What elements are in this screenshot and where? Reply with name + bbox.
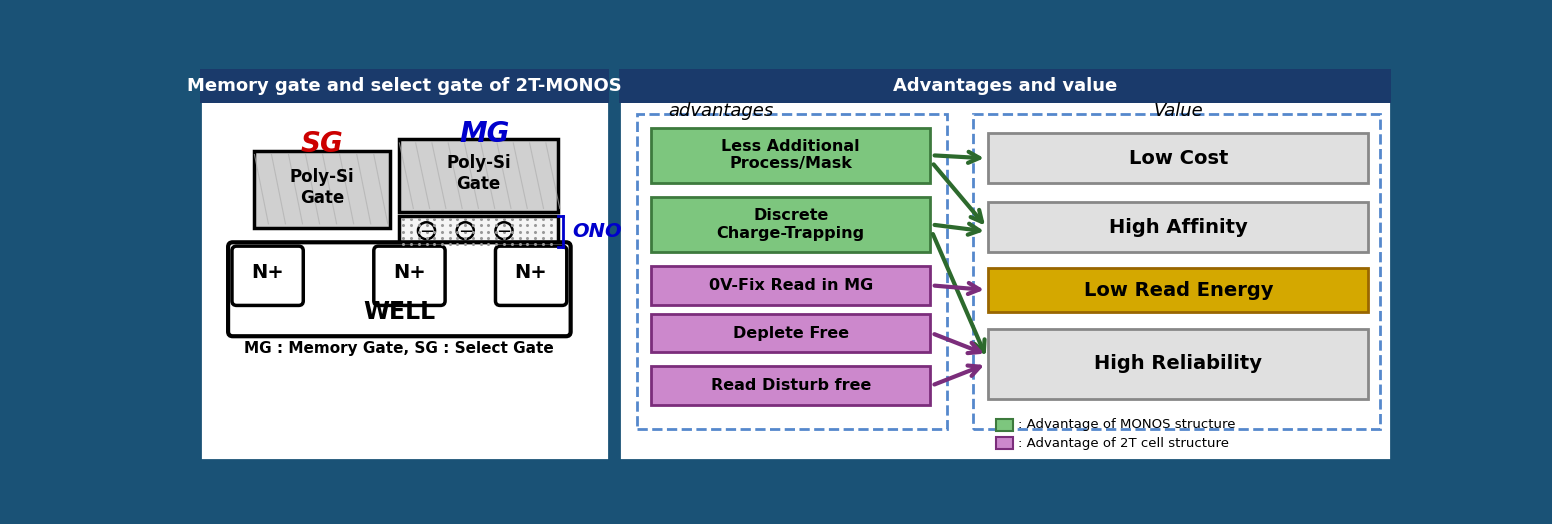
Text: Low Read Energy: Low Read Energy xyxy=(1083,280,1273,300)
FancyBboxPatch shape xyxy=(652,127,930,183)
Text: N+: N+ xyxy=(251,263,284,282)
FancyBboxPatch shape xyxy=(996,437,1013,450)
Text: Poly-Si
Gate: Poly-Si Gate xyxy=(290,168,354,207)
Text: MG: MG xyxy=(459,119,509,148)
Text: advantages: advantages xyxy=(669,102,773,119)
FancyBboxPatch shape xyxy=(255,151,390,227)
Text: N+: N+ xyxy=(515,263,548,282)
Text: Poly-Si
Gate: Poly-Si Gate xyxy=(445,155,511,193)
FancyBboxPatch shape xyxy=(619,69,1391,103)
Text: High Reliability: High Reliability xyxy=(1094,354,1262,374)
Text: ONO: ONO xyxy=(573,222,622,241)
Text: −: − xyxy=(497,223,512,241)
Text: Deplete Free: Deplete Free xyxy=(733,325,849,341)
FancyBboxPatch shape xyxy=(228,242,571,336)
Text: MG : Memory Gate, SG : Select Gate: MG : Memory Gate, SG : Select Gate xyxy=(245,341,554,356)
FancyBboxPatch shape xyxy=(200,69,610,103)
FancyBboxPatch shape xyxy=(399,139,559,212)
FancyBboxPatch shape xyxy=(989,133,1369,183)
Text: N+: N+ xyxy=(393,263,425,282)
FancyBboxPatch shape xyxy=(652,366,930,405)
FancyBboxPatch shape xyxy=(652,314,930,353)
FancyBboxPatch shape xyxy=(495,246,566,305)
FancyBboxPatch shape xyxy=(652,197,930,252)
Text: Discrete
Charge-Trapping: Discrete Charge-Trapping xyxy=(717,209,864,241)
Text: −: − xyxy=(458,223,473,241)
Text: Advantages and value: Advantages and value xyxy=(892,77,1117,95)
Text: −: − xyxy=(419,223,435,241)
FancyBboxPatch shape xyxy=(200,69,610,460)
FancyBboxPatch shape xyxy=(989,202,1369,252)
Text: : Advantage of MONOS structure: : Advantage of MONOS structure xyxy=(1018,418,1235,431)
FancyBboxPatch shape xyxy=(619,69,1391,460)
Text: Low Cost: Low Cost xyxy=(1128,149,1228,168)
FancyBboxPatch shape xyxy=(652,266,930,304)
FancyBboxPatch shape xyxy=(399,216,559,247)
Text: SG: SG xyxy=(301,130,343,158)
Text: Memory gate and select gate of 2T-MONOS: Memory gate and select gate of 2T-MONOS xyxy=(188,77,622,95)
FancyBboxPatch shape xyxy=(989,268,1369,312)
Text: High Affinity: High Affinity xyxy=(1108,218,1248,237)
Text: Read Disturb free: Read Disturb free xyxy=(711,378,871,393)
Text: 0V-Fix Read in MG: 0V-Fix Read in MG xyxy=(709,278,872,293)
Text: Value: Value xyxy=(1153,102,1203,119)
Text: WELL: WELL xyxy=(363,300,436,324)
FancyBboxPatch shape xyxy=(374,246,445,305)
FancyBboxPatch shape xyxy=(231,246,303,305)
FancyBboxPatch shape xyxy=(996,419,1013,431)
Text: Less Additional
Process/Mask: Less Additional Process/Mask xyxy=(722,139,860,171)
Text: : Advantage of 2T cell structure: : Advantage of 2T cell structure xyxy=(1018,437,1229,450)
FancyBboxPatch shape xyxy=(989,329,1369,399)
